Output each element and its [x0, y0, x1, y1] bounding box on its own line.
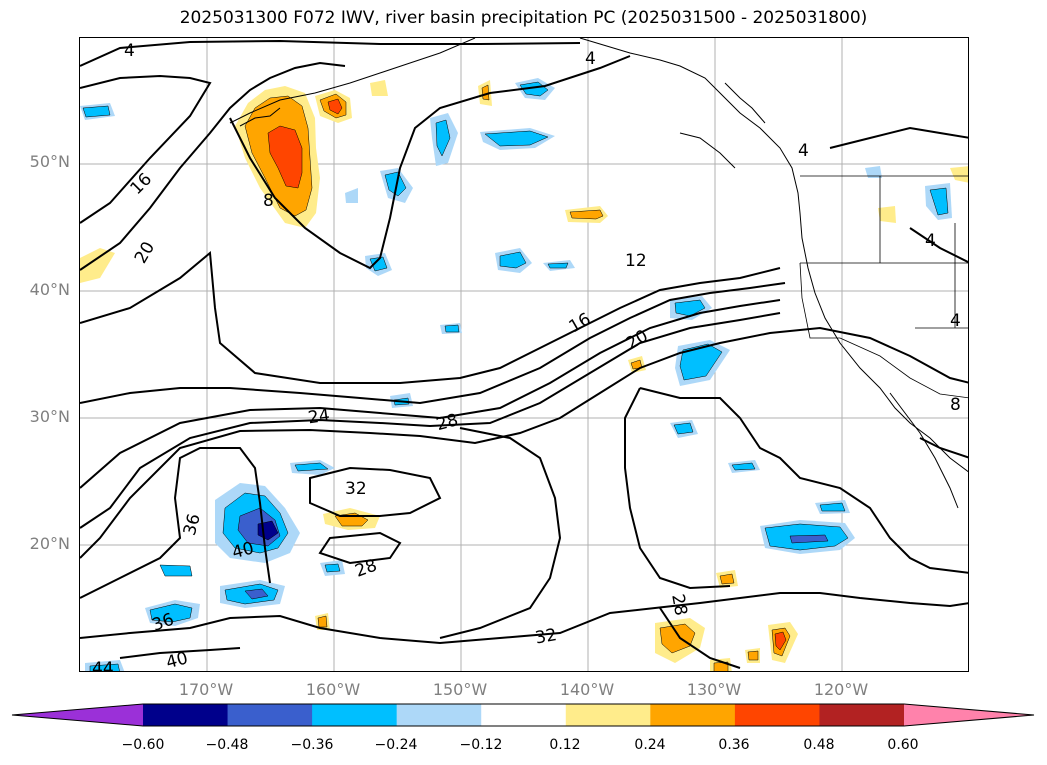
colorbar-tick: 0.36: [718, 737, 750, 753]
borders: [799, 175, 968, 399]
contour-label: 40: [164, 648, 190, 672]
colorbar-outline: [11, 703, 1035, 727]
lat-label-30n: 30°N: [29, 407, 70, 426]
lon-label-130w: 130°W: [686, 680, 742, 699]
colorbar-tick: 0.24: [634, 737, 666, 753]
positive-anomaly-shading: [80, 80, 968, 671]
negative-anomaly-shading: [80, 78, 952, 671]
lon-label-120w: 120°W: [813, 680, 869, 699]
colorbar-swatch: [227, 704, 313, 726]
contour-label: 8: [263, 191, 274, 211]
iwv-contours: [80, 39, 968, 669]
colorbar-extend-min: [12, 704, 143, 726]
colorbar-swatch: [734, 704, 820, 726]
lon-label-140w: 140°W: [559, 680, 615, 699]
lon-label-160w: 160°W: [305, 680, 361, 699]
colorbar-tick: −0.12: [459, 737, 503, 753]
contour-label: 4: [124, 41, 135, 61]
colorbar-tick: −0.24: [374, 737, 418, 753]
colorbar-swatch: [143, 704, 229, 726]
contour-label: 20: [131, 238, 159, 267]
colorbar-extend-max: [904, 704, 1034, 726]
lat-label-40n: 40°N: [29, 280, 70, 299]
contour-label: 4: [585, 49, 596, 69]
map-canvas: 4 4 4 4 4 8 8 12 16 16 20 20 24 28 28 28…: [80, 38, 968, 672]
colorbar-swatch: [565, 704, 651, 726]
contour-label: 28: [667, 593, 690, 618]
contour-label: 4: [925, 231, 936, 251]
contour-label: 24: [307, 405, 331, 428]
map-panel: 4 4 4 4 4 8 8 12 16 16 20 20 24 28 28 28…: [79, 37, 969, 672]
colorbar-swatch: [819, 704, 905, 726]
contour-label: 36: [180, 512, 205, 538]
colorbar-swatch: [312, 704, 398, 726]
contour-label: 4: [950, 311, 961, 331]
coastlines: [229, 38, 968, 509]
colorbar-tick: −0.36: [290, 737, 334, 753]
colorbar-tick: −0.60: [121, 737, 165, 753]
lat-label-50n: 50°N: [29, 152, 70, 171]
colorbar-swatch: [481, 704, 567, 726]
contour-label: 4: [798, 141, 809, 161]
contour-label: 44: [92, 659, 114, 672]
lon-label-150w: 150°W: [432, 680, 488, 699]
colorbar-swatches: [11, 703, 1035, 727]
contour-label: 32: [534, 625, 559, 648]
contour-label: 16: [127, 169, 156, 198]
lon-label-170w: 170°W: [178, 680, 234, 699]
colorbar-tick: 0.12: [549, 737, 581, 753]
colorbar-tick: −0.48: [205, 737, 249, 753]
contour-label: 28: [434, 410, 460, 435]
contour-label: 8: [950, 395, 961, 415]
colorbar-tick: 0.48: [803, 737, 835, 753]
lat-label-20n: 20°N: [29, 534, 70, 553]
colorbar-swatch: [396, 704, 482, 726]
map-title: 2025031300 F072 IWV, river basin precipi…: [179, 8, 868, 28]
contour-label: 12: [625, 251, 647, 271]
colorbar: [11, 703, 1035, 727]
colorbar-tick: 0.60: [887, 737, 919, 753]
contour-label: 32: [345, 479, 367, 499]
colorbar-swatch: [650, 704, 736, 726]
